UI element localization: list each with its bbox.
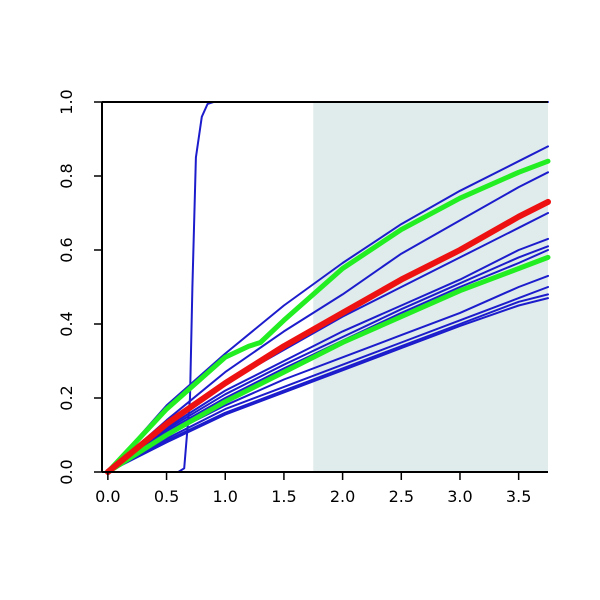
blue-series-line-1: [106, 145, 549, 473]
blue-series-line-8: [106, 286, 549, 473]
shaded-region: [313, 102, 548, 472]
y-tick-label: 1.0: [57, 89, 76, 114]
y-tick-label: 0.2: [57, 385, 76, 410]
blue-series-line-10: [106, 297, 549, 473]
axes: 0.0 0.5 1.0 1.5 2.0 2.5 3.0 3.5 0.0 0.2 0.4 0.6 0.8 1…: [57, 89, 548, 506]
x-tick-label: 2.5: [389, 487, 414, 506]
y-tick-label: 0.0: [57, 459, 76, 484]
red-series-line-13: [104, 198, 551, 475]
series-layer: [104, 101, 551, 475]
y-tick-label: 0.6: [57, 237, 76, 262]
shaded-region-layer: [313, 102, 548, 472]
x-tick-label: 3.5: [506, 487, 531, 506]
y-tick-label: 0.4: [57, 311, 76, 336]
x-tick-label: 1.5: [271, 487, 296, 506]
green-series-line-11: [105, 158, 551, 475]
x-tick-label: 3.0: [447, 487, 472, 506]
blue-series-line-2: [106, 171, 549, 473]
x-tick-label: 0.0: [95, 487, 120, 506]
blue-series-line-4: [106, 237, 549, 473]
blue-series-line-9: [106, 293, 549, 473]
green-series-line-12: [105, 254, 551, 475]
x-tick-label: 2.0: [330, 487, 355, 506]
x-tick-label: 0.5: [154, 487, 179, 506]
blue-series-line-5: [106, 245, 549, 473]
x-tick-label: 1.0: [213, 487, 238, 506]
y-tick-label: 0.8: [57, 163, 76, 188]
